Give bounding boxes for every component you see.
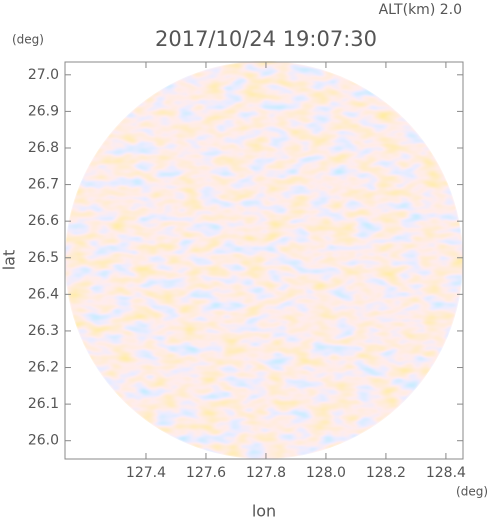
x-tick-label: 128.0 xyxy=(306,465,346,481)
x-axis-label: lon xyxy=(252,502,276,521)
y-tick-label: 26.4 xyxy=(28,286,59,302)
x-tick-label: 127.4 xyxy=(126,465,166,481)
y-tick-label: 26.1 xyxy=(28,396,59,412)
x-tick-label: 128.2 xyxy=(366,465,406,481)
y-tick-label: 26.7 xyxy=(28,177,59,193)
y-unit: (deg) xyxy=(12,33,44,47)
y-axis-label: lat xyxy=(0,250,19,271)
x-unit: (deg) xyxy=(456,485,488,499)
radar-disk xyxy=(65,61,463,459)
y-tick-label: 26.0 xyxy=(28,433,59,449)
y-tick-label: 26.8 xyxy=(28,140,59,156)
y-tick-label: 26.3 xyxy=(28,323,59,339)
x-tick-label: 128.4 xyxy=(426,465,466,481)
plot-frame xyxy=(64,61,464,460)
y-tick-label: 26.5 xyxy=(28,250,59,266)
y-tick-label: 26.6 xyxy=(28,213,59,229)
y-tick-label: 26.9 xyxy=(28,103,59,119)
chart-title: 2017/10/24 19:07:30 xyxy=(155,27,377,51)
x-tick-label: 127.6 xyxy=(186,465,226,481)
altitude-label: ALT(km) 2.0 xyxy=(379,2,462,18)
x-tick-label: 127.8 xyxy=(246,465,286,481)
y-tick-label: 26.2 xyxy=(28,360,59,376)
y-tick-label: 27.0 xyxy=(28,67,59,83)
